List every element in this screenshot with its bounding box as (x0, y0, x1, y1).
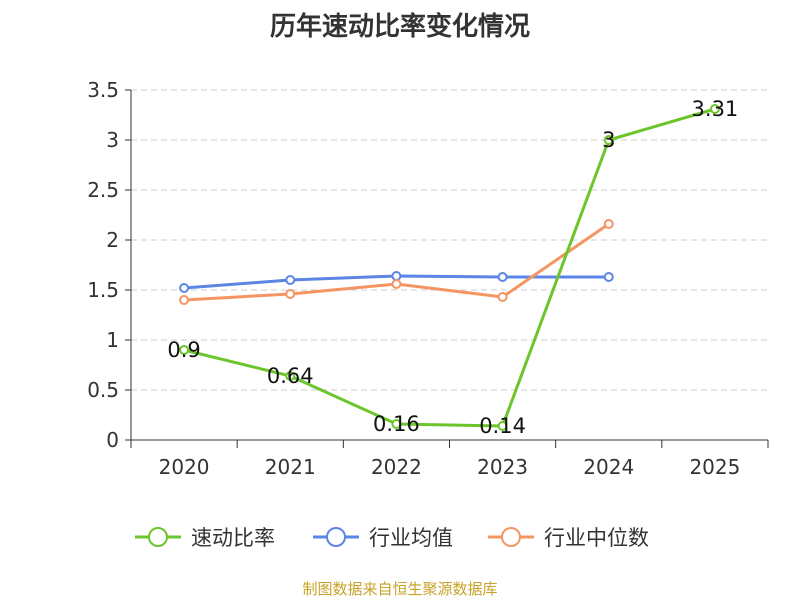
data-label: 0.9 (167, 338, 200, 362)
x-tick-label: 2024 (583, 455, 634, 479)
x-tick-label: 2025 (689, 455, 740, 479)
data-label: 3 (602, 128, 615, 152)
x-tick-label: 2021 (265, 455, 316, 479)
y-tick-label: 1 (106, 328, 119, 352)
data-point (391, 279, 402, 289)
data-point (285, 371, 296, 381)
data-point (179, 283, 190, 293)
data-point (709, 104, 720, 114)
data-point (497, 421, 508, 431)
chart-title: 历年速动比率变化情况 (269, 12, 530, 42)
y-tick-label: 2.5 (87, 178, 119, 202)
legend-item: 行业中位数 (488, 526, 649, 550)
legend-label: 行业均值 (369, 526, 453, 550)
legend-item: 速动比率 (135, 526, 275, 550)
y-tick-label: 1.5 (87, 278, 119, 302)
x-tick-label: 2022 (371, 455, 422, 479)
data-label: 3.31 (692, 97, 739, 121)
data-point (179, 295, 190, 305)
data-point (497, 292, 508, 302)
data-point (497, 272, 508, 282)
data-point (603, 135, 614, 145)
y-tick-label: 2 (106, 228, 119, 252)
legend-item: 行业均值 (313, 526, 453, 550)
data-point (285, 289, 296, 299)
series-line-0 (183, 107, 716, 428)
y-tick-label: 3 (106, 128, 119, 152)
legend-label: 行业中位数 (544, 526, 649, 550)
data-point (391, 271, 402, 281)
source-note: 制图数据来自恒生聚源数据库 (302, 580, 498, 598)
data-point (285, 275, 296, 285)
data-point (603, 219, 614, 229)
data-point (603, 272, 614, 282)
y-tick-label: 0.5 (87, 378, 119, 402)
data-label: 0.14 (479, 414, 526, 438)
legend-marker (326, 527, 346, 547)
y-tick-label: 0 (106, 428, 119, 452)
legend-marker (501, 527, 521, 547)
y-tick-label: 3.5 (87, 78, 119, 102)
legend-label: 速动比率 (191, 526, 275, 550)
x-tick-label: 2020 (159, 455, 210, 479)
data-point (179, 345, 190, 355)
x-tick-label: 2023 (477, 455, 528, 479)
data-point (391, 419, 402, 429)
data-label: 0.16 (373, 412, 420, 436)
data-label: 0.64 (267, 364, 314, 388)
legend-marker (148, 527, 168, 547)
